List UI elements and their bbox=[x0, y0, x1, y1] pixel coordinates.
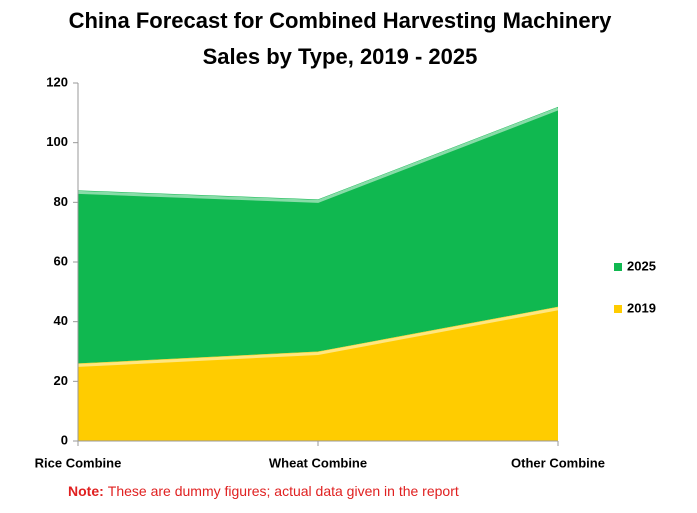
x-tick-label: Wheat Combine bbox=[269, 455, 367, 470]
note-text: These are dummy figures; actual data giv… bbox=[108, 483, 459, 499]
y-tick-label: 0 bbox=[61, 432, 68, 447]
note: Note: These are dummy figures; actual dat… bbox=[68, 483, 459, 499]
y-tick-label: 20 bbox=[54, 373, 68, 388]
legend-swatch bbox=[614, 263, 622, 271]
chart-title: Sales by Type, 2019 - 2025 bbox=[203, 44, 478, 69]
area-edge bbox=[77, 107, 559, 203]
chart-title: China Forecast for Combined Harvesting M… bbox=[69, 8, 613, 33]
legend-label: 2025 bbox=[627, 258, 656, 273]
legend-swatch bbox=[614, 305, 622, 313]
y-tick-label: 60 bbox=[54, 253, 68, 268]
x-tick-label: Rice Combine bbox=[35, 455, 122, 470]
y-tick-label: 80 bbox=[54, 194, 68, 209]
y-tick-label: 120 bbox=[46, 74, 68, 89]
area bbox=[78, 306, 558, 441]
x-tick-label: Other Combine bbox=[511, 455, 605, 470]
area bbox=[78, 106, 558, 364]
y-tick-label: 100 bbox=[46, 134, 68, 149]
y-tick-label: 40 bbox=[54, 313, 68, 328]
legend-label: 2019 bbox=[627, 300, 656, 315]
area-edge bbox=[77, 307, 559, 367]
note-label: Note: bbox=[68, 483, 104, 499]
